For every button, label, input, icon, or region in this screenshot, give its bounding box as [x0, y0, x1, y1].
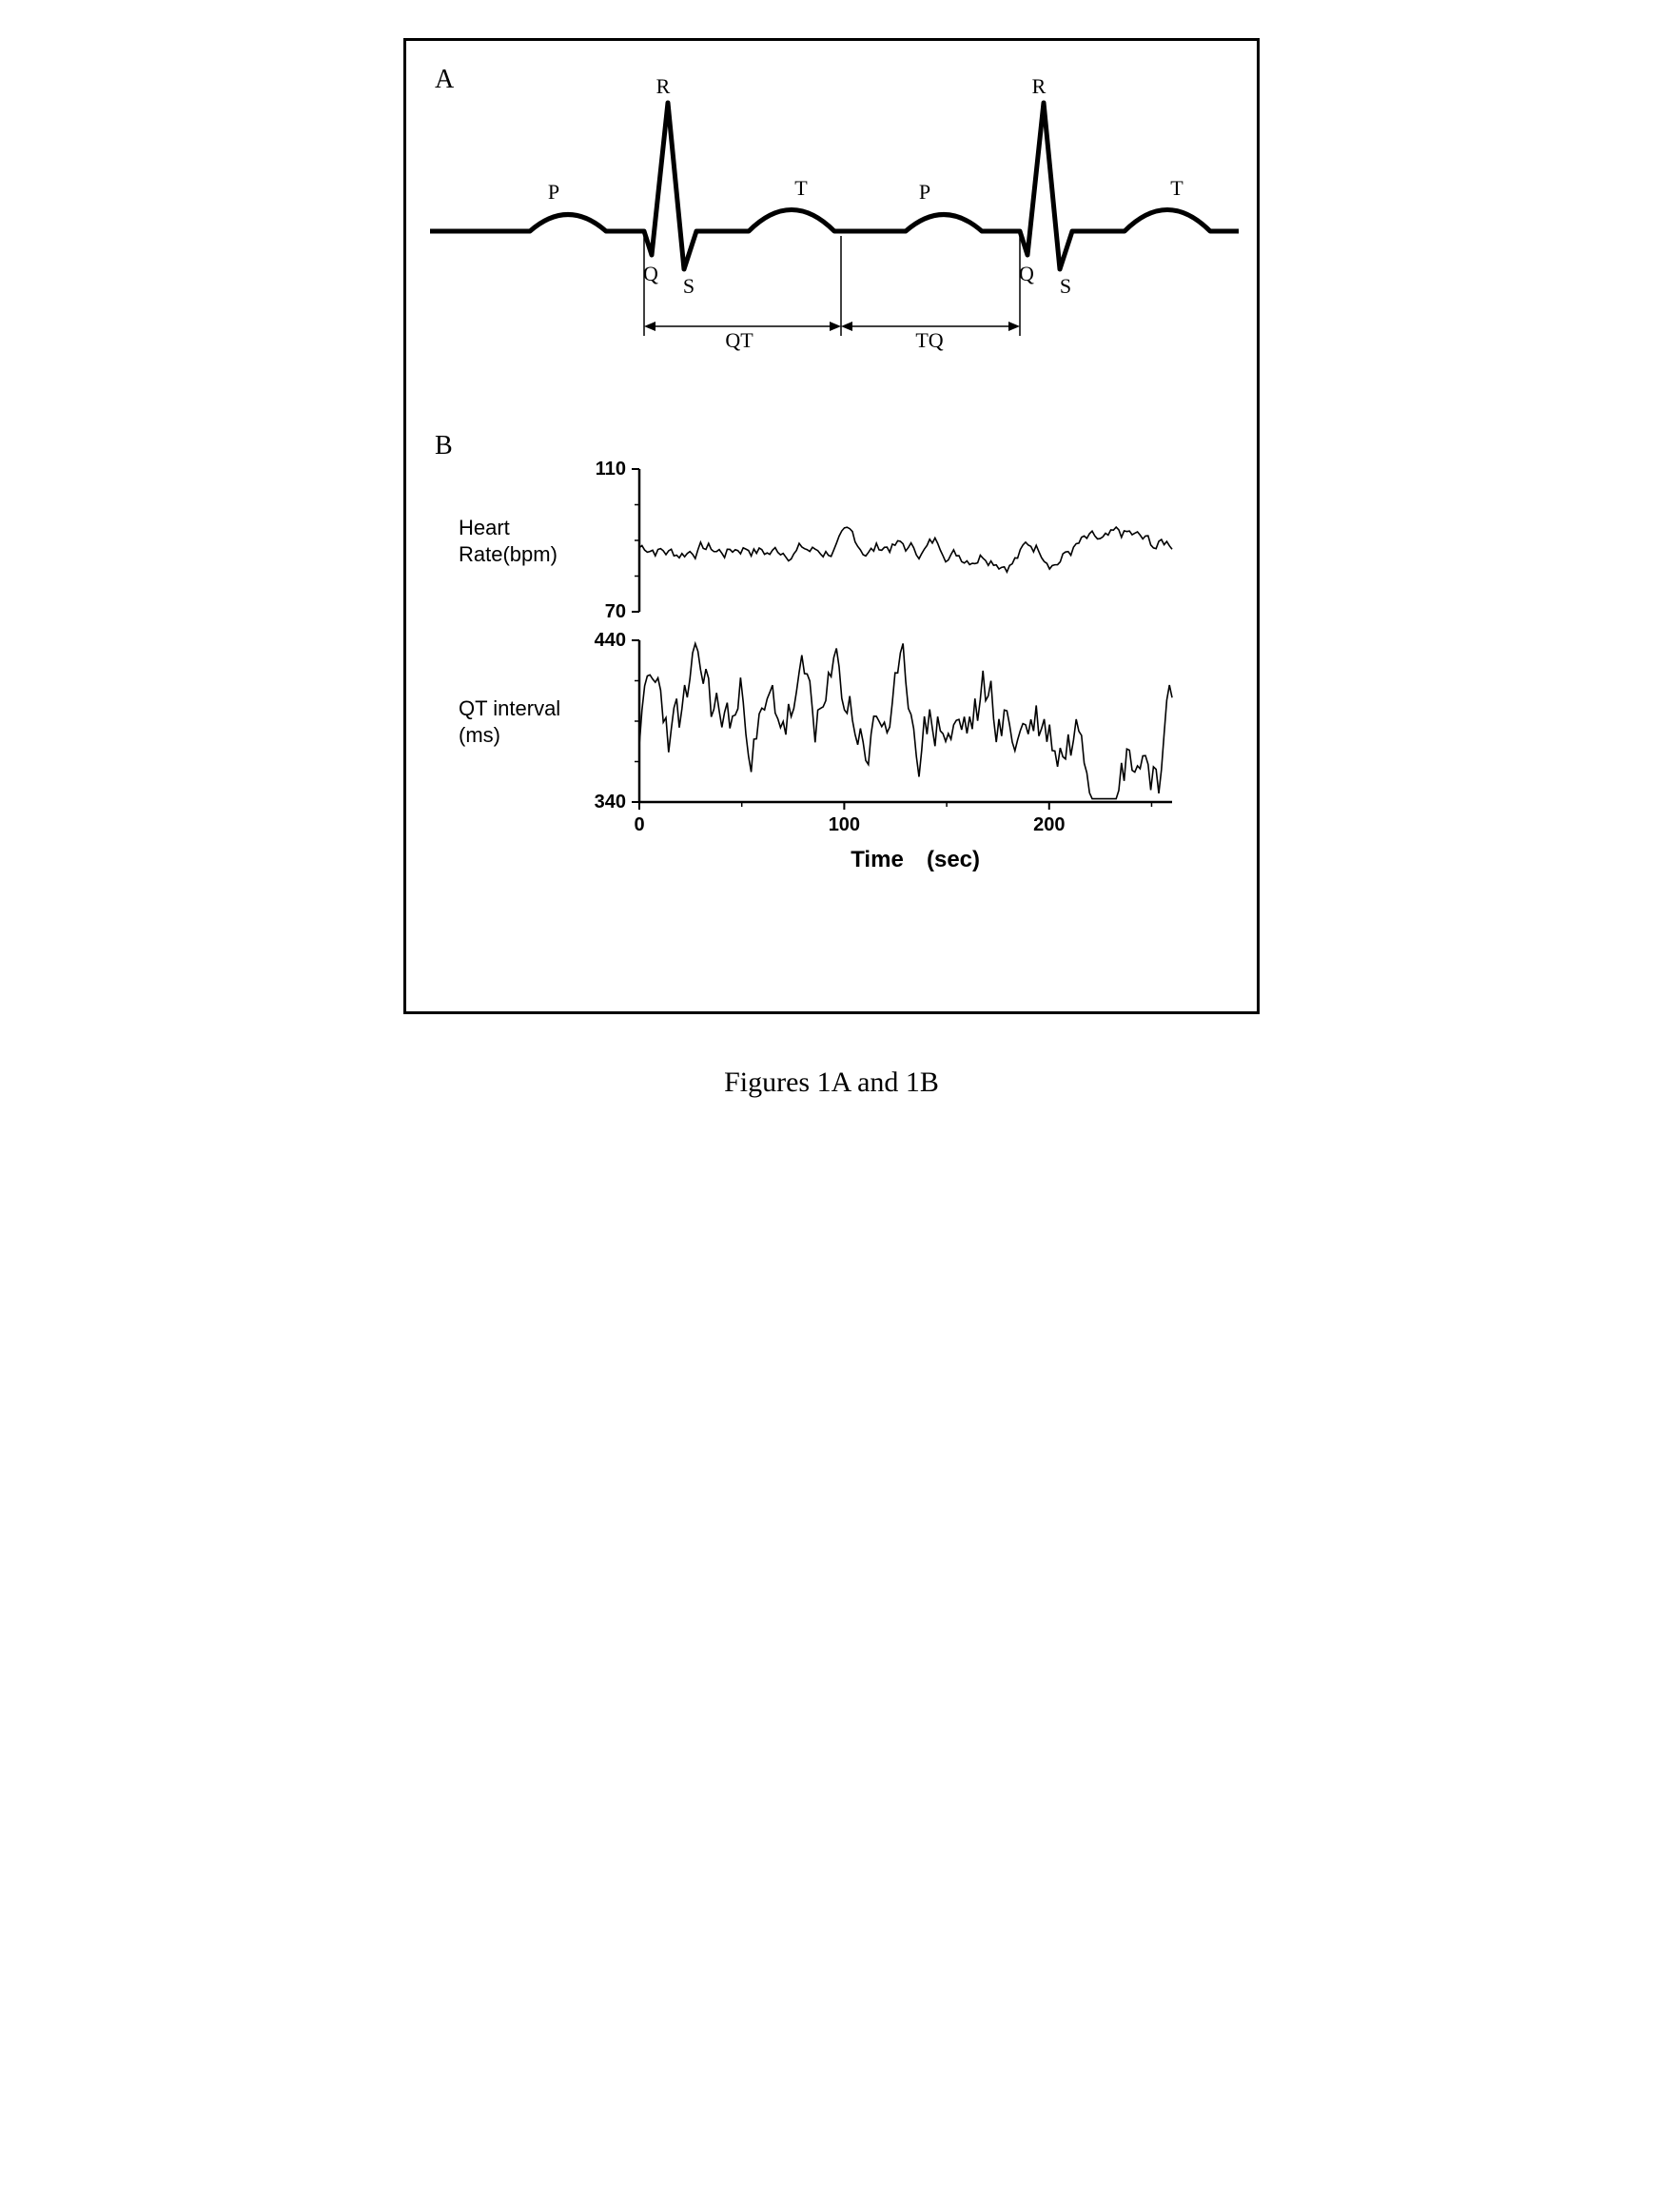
svg-text:T: T: [794, 176, 808, 200]
svg-text:(ms): (ms): [459, 723, 500, 747]
svg-text:Q: Q: [643, 262, 658, 285]
panel-box: A P R Q S T P R Q S T QT TQ B 70 110 Heart Rate(bpm) 34…: [403, 38, 1260, 1014]
svg-text:440: 440: [595, 630, 626, 651]
figure-container: A P R Q S T P R Q S T QT TQ B 70 110 Heart Rate(bpm) 34…: [403, 38, 1260, 1099]
svg-text:Rate(bpm): Rate(bpm): [459, 542, 558, 566]
timeseries-charts: 70 110 Heart Rate(bpm) 340 440 QT interval (ms)…: [430, 431, 1239, 954]
svg-text:P: P: [548, 180, 559, 204]
ecg-diagram: P R Q S T P R Q S T QT TQ: [430, 60, 1239, 421]
svg-text:P: P: [919, 180, 930, 204]
svg-text:QT: QT: [725, 328, 753, 352]
panel-a: A P R Q S T P R Q S T QT TQ: [430, 60, 1233, 431]
panel-a-label: A: [435, 65, 454, 95]
svg-text:QT interval: QT interval: [459, 696, 560, 720]
svg-text:Heart: Heart: [459, 516, 510, 539]
svg-text:R: R: [1032, 74, 1047, 98]
svg-text:S: S: [683, 274, 695, 298]
svg-text:200: 200: [1033, 814, 1065, 835]
svg-text:110: 110: [596, 459, 626, 480]
svg-text:70: 70: [605, 601, 626, 622]
svg-text:(sec): (sec): [927, 847, 980, 872]
svg-text:0: 0: [634, 814, 644, 835]
svg-text:T: T: [1170, 176, 1184, 200]
svg-text:R: R: [656, 74, 671, 98]
svg-text:Time: Time: [851, 847, 904, 872]
panel-b-label: B: [435, 431, 453, 461]
svg-text:S: S: [1060, 274, 1071, 298]
figure-caption: Figures 1A and 1B: [403, 1067, 1260, 1099]
svg-text:100: 100: [829, 814, 860, 835]
svg-text:340: 340: [595, 792, 626, 812]
panel-b: B 70 110 Heart Rate(bpm) 340 440 QT interval (m…: [430, 431, 1233, 964]
svg-text:TQ: TQ: [915, 328, 943, 352]
svg-text:Q: Q: [1019, 262, 1034, 285]
